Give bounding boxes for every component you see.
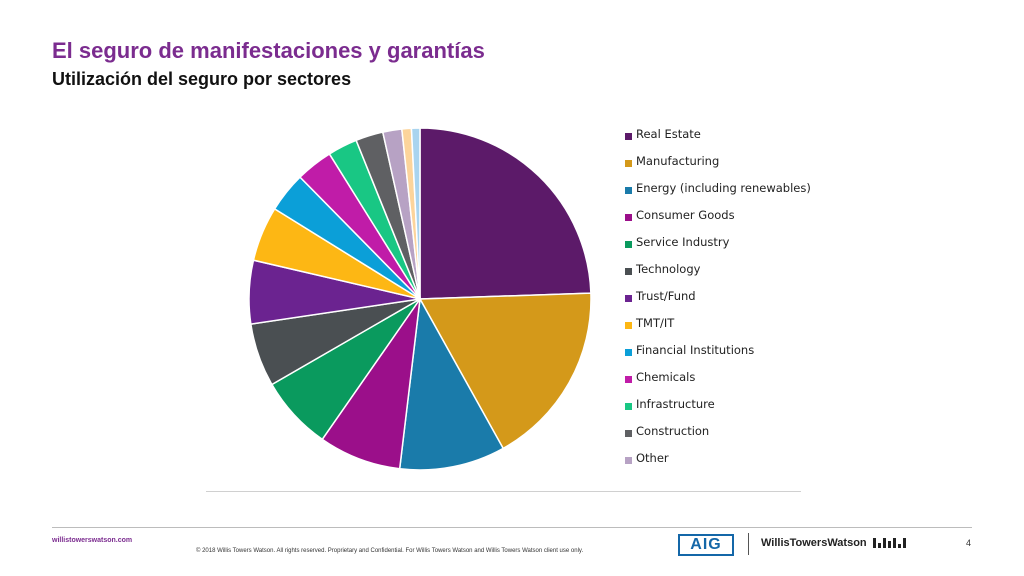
footer-copyright: © 2018 Willis Towers Watson. All rights … <box>196 548 584 554</box>
legend-label: Financial Institutions <box>636 342 755 357</box>
legend-label: Infrastructure <box>636 396 715 411</box>
legend-swatch <box>625 241 632 248</box>
legend-item: Construction <box>625 423 811 450</box>
legend-item: Chemicals <box>625 369 811 396</box>
legend-swatch <box>625 160 632 167</box>
page-subtitle: Utilización del seguro por sectores <box>52 69 352 89</box>
page-title: El seguro de manifestaciones y garantías <box>52 38 485 63</box>
legend-item: Consumer Goods <box>625 207 811 234</box>
legend-swatch <box>625 268 632 275</box>
legend-swatch <box>625 295 632 302</box>
legend-item: Manufacturing <box>625 153 811 180</box>
legend-item: Energy (including renewables) <box>625 180 811 207</box>
legend-label: Consumer Goods <box>636 207 735 222</box>
pie-slice-manufacturing <box>418 292 592 450</box>
aig-logo: AIG <box>678 534 734 556</box>
legend-item: Infrastructure <box>625 396 811 423</box>
footer-divider <box>52 527 972 528</box>
legend-label: Energy (including renewables) <box>636 180 811 195</box>
chart-divider <box>206 491 801 492</box>
legend-swatch <box>625 187 632 194</box>
legend-swatch <box>625 214 632 221</box>
legend-swatch <box>625 376 632 383</box>
pie-slice-energy-including-renewables <box>398 296 505 471</box>
legend-label: Construction <box>636 423 710 438</box>
pie-slice-unlabeled-14 <box>410 127 421 300</box>
legend-item: Service Industry <box>625 234 811 261</box>
pie-slice-real-estate <box>419 127 592 300</box>
legend-label: Real Estate <box>636 126 701 141</box>
legend-item: Other <box>625 450 811 477</box>
legend-label: Other <box>636 450 669 465</box>
logo-separator <box>748 533 749 555</box>
legend-label: Technology <box>636 261 701 276</box>
legend-label: Service Industry <box>636 234 730 249</box>
wtw-logo-text: WillisTowersWatson <box>761 537 867 549</box>
legend-item: Real Estate <box>625 126 811 153</box>
wtw-mark-icon <box>872 538 906 548</box>
legend-label: Chemicals <box>636 369 696 384</box>
legend-label: Manufacturing <box>636 153 720 168</box>
legend-swatch <box>625 133 632 140</box>
legend-swatch <box>625 430 632 437</box>
legend-swatch <box>625 322 632 329</box>
legend-item: Technology <box>625 261 811 288</box>
legend-swatch <box>625 349 632 356</box>
legend-item: Financial Institutions <box>625 342 811 369</box>
legend-label: Trust/Fund <box>636 288 696 303</box>
chart-legend: Real Estate Manufacturing Energy (includin… <box>625 126 811 477</box>
footer-site: willistowerswatson.com <box>52 537 133 544</box>
legend-label: TMT/IT <box>636 315 675 330</box>
legend-item: TMT/IT <box>625 315 811 342</box>
pie-chart <box>248 127 592 471</box>
legend-swatch <box>625 457 632 464</box>
legend-item: Trust/Fund <box>625 288 811 315</box>
page-number: 4 <box>966 538 972 548</box>
wtw-logo: WillisTowersWatson <box>761 537 906 549</box>
legend-swatch <box>625 403 632 410</box>
